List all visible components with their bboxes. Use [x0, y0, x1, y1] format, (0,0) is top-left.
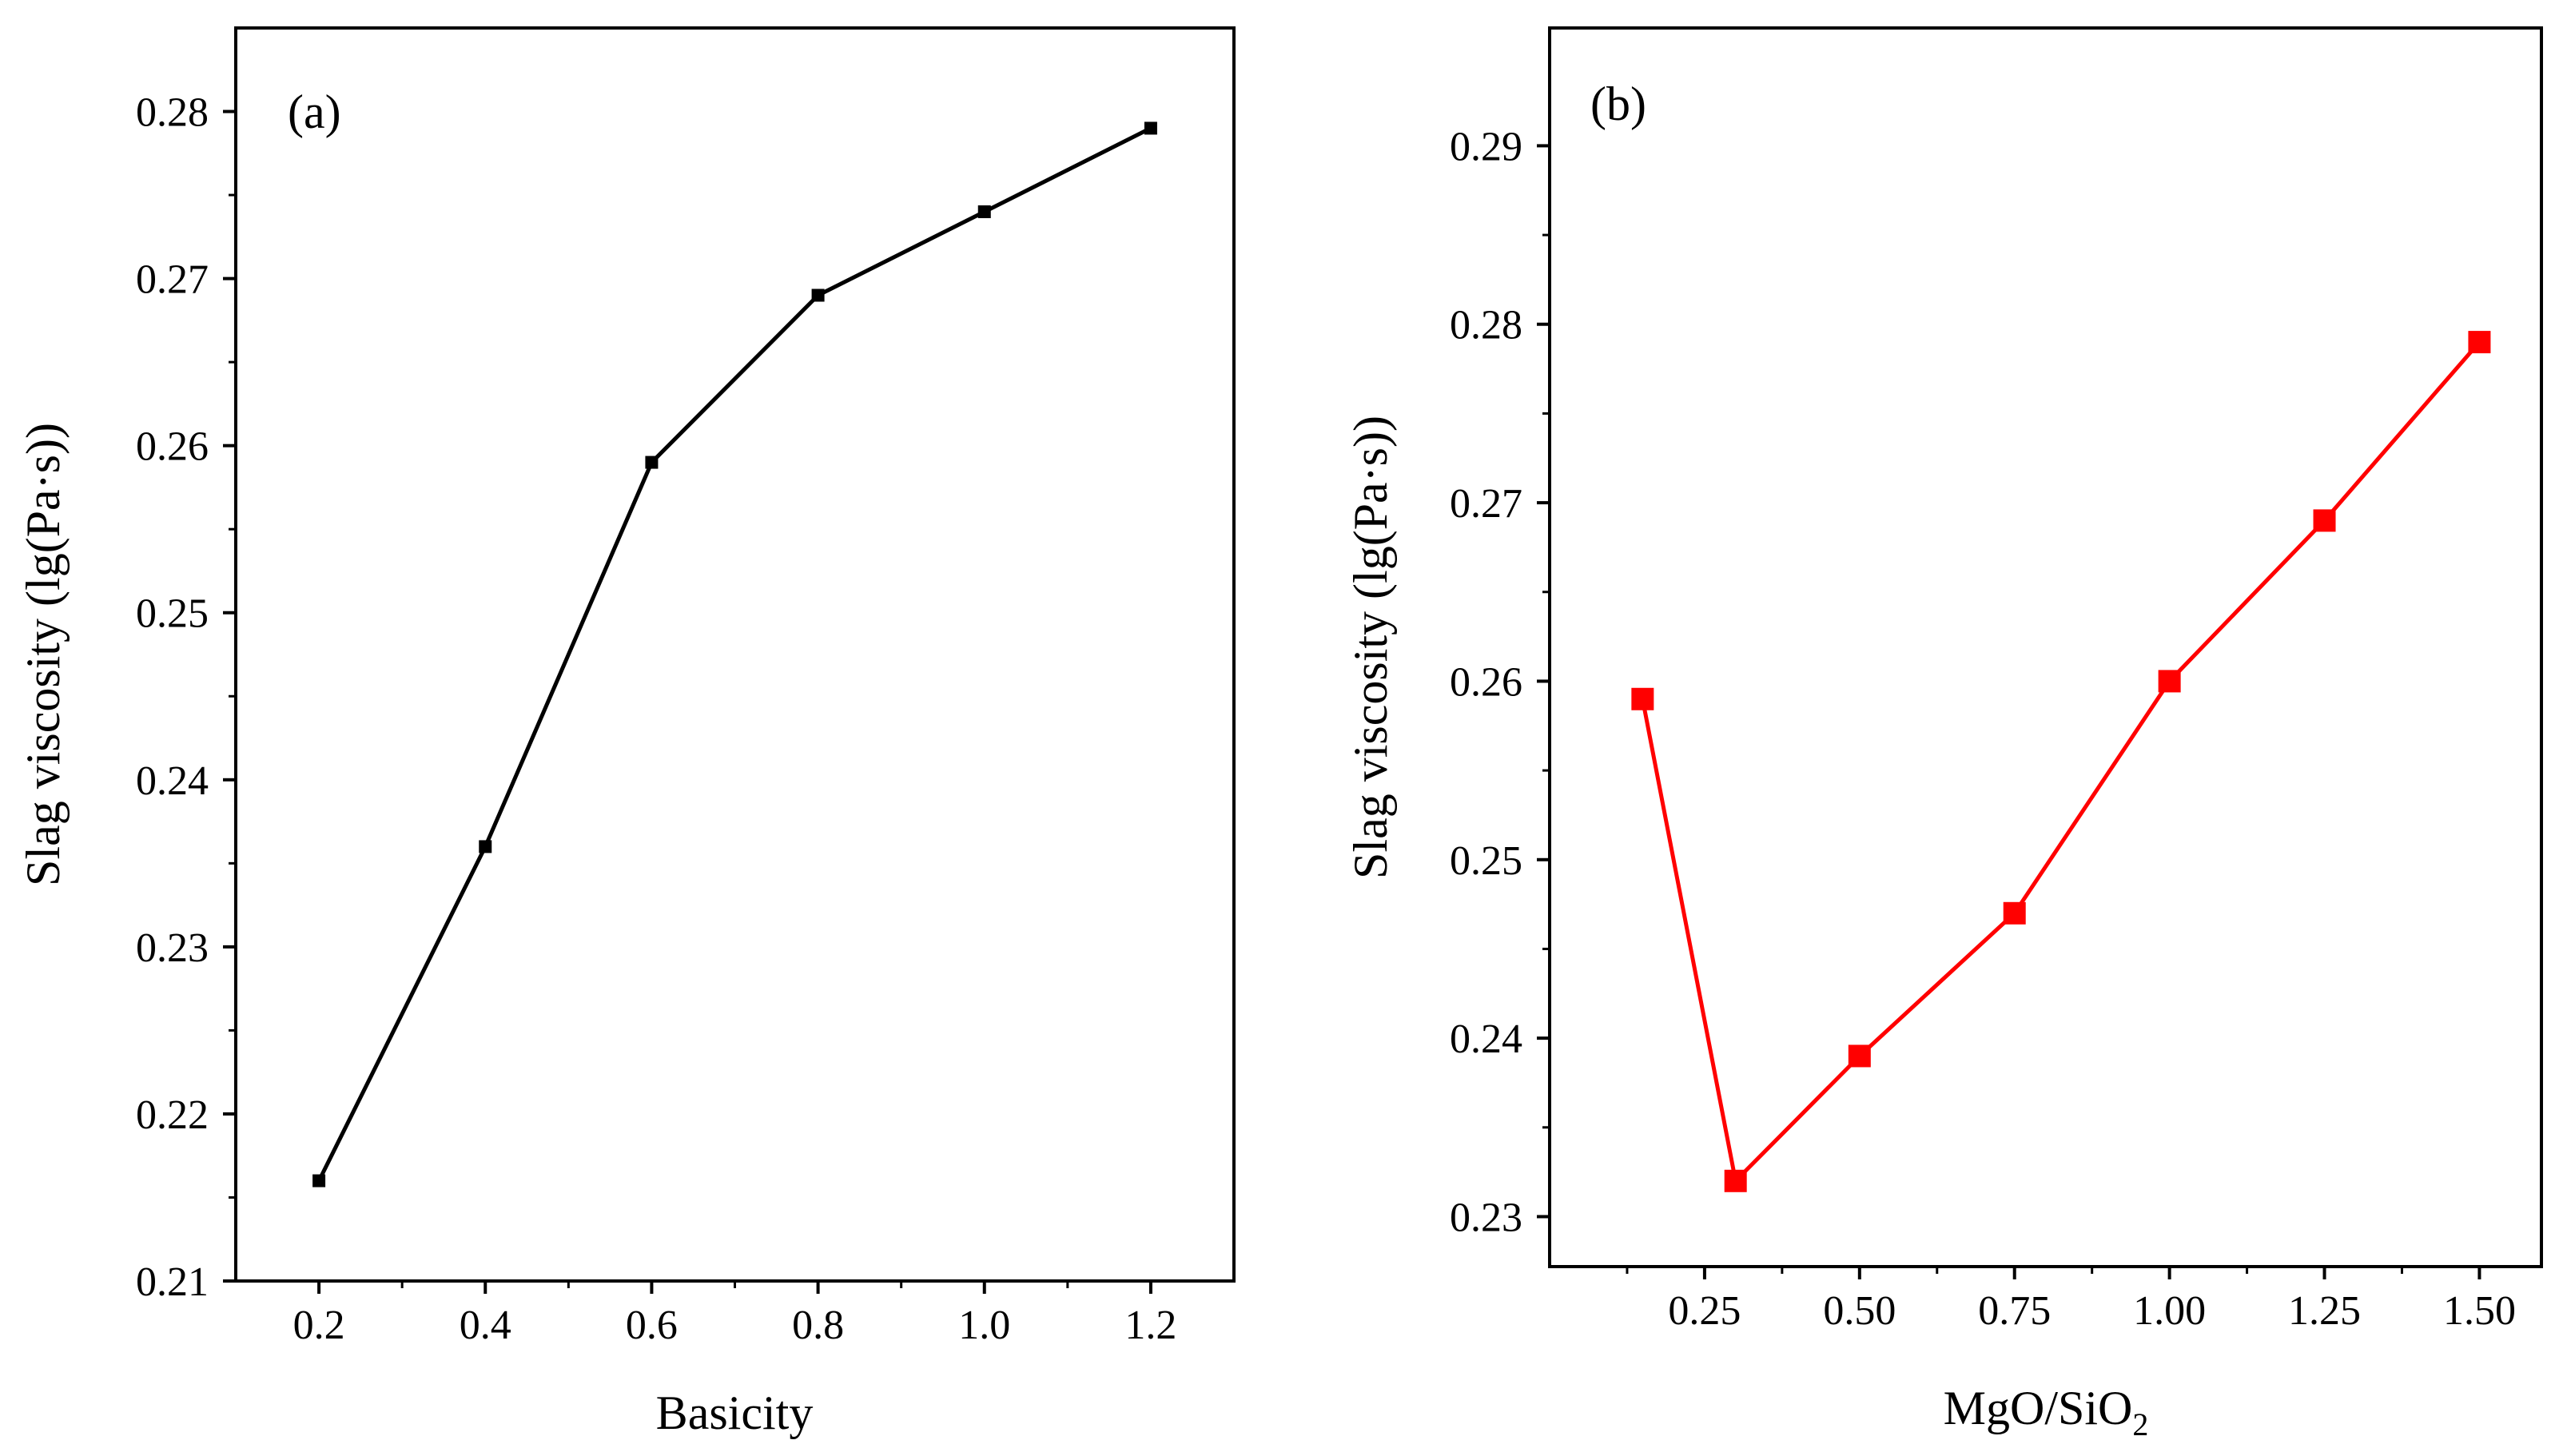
data-point-a — [645, 455, 659, 469]
chart-panel-b: 0.25 0.50 0.75 1.00 1.25 1.50 0.23 0.24 0.25 0.26… — [1344, 26, 2543, 1442]
x-tick-label-b: 1.25 — [2288, 1288, 2361, 1334]
data-point-a — [811, 288, 825, 302]
y-axis-title-b: Slag viscosity (lg(Pa·s)) — [1344, 416, 1397, 879]
y-tick-label-b: 0.23 — [1450, 1195, 1522, 1240]
y-tick-label-b: 0.29 — [1450, 124, 1522, 169]
axis-ticks-a: 0.2 0.4 0.6 0.8 1.0 1.2 0.21 0.22 0.23 0.24 0.25 0.… — [136, 90, 1176, 1348]
y-tick-label-b: 0.24 — [1450, 1016, 1522, 1062]
plot-frame-b — [1548, 26, 2543, 1268]
y-tick-label-a: 0.21 — [136, 1259, 209, 1305]
x-tick-label-a: 0.8 — [792, 1303, 844, 1348]
y-tick-label-a: 0.25 — [136, 591, 209, 637]
y-tick-label-a: 0.28 — [136, 90, 209, 136]
data-point-a — [479, 840, 492, 853]
axis-ticks-b: 0.25 0.50 0.75 1.00 1.25 1.50 0.23 0.24 0.25 0.26… — [1450, 124, 2516, 1334]
x-axis-title-b: MgO/SiO2 — [1944, 1382, 2149, 1442]
data-point-b — [2313, 509, 2336, 532]
x-tick-label-b: 1.50 — [2443, 1288, 2516, 1334]
x-tick-label-b: 1.00 — [2133, 1288, 2206, 1334]
data-point-a — [1144, 121, 1157, 135]
x-axis-title-b-main: MgO/SiO — [1944, 1382, 2133, 1434]
chart-panel-a: 0.2 0.4 0.6 0.8 1.0 1.2 0.21 0.22 0.23 0.24 0.25 0.… — [17, 26, 1236, 1439]
panel-label-b: (b) — [1590, 78, 1646, 130]
series-group-b — [1631, 331, 2491, 1192]
x-tick-label-a: 1.0 — [958, 1303, 1010, 1348]
series-line-b — [1640, 340, 2481, 1183]
x-tick-label-b: 0.50 — [1823, 1288, 1896, 1334]
y-tick-label-a: 0.23 — [136, 925, 209, 971]
y-tick-label-b: 0.26 — [1450, 659, 1522, 705]
y-tick-label-b: 0.27 — [1450, 481, 1522, 527]
x-tick-label-a: 1.2 — [1124, 1303, 1176, 1348]
data-point-b — [2003, 901, 2026, 925]
x-tick-label-b: 0.75 — [1978, 1288, 2051, 1334]
x-axis-title-b-subscript: 2 — [2132, 1406, 2148, 1442]
x-tick-label-a: 0.4 — [460, 1303, 511, 1348]
data-point-a — [312, 1174, 326, 1187]
y-tick-label-a: 0.27 — [136, 257, 209, 303]
y-tick-label-a: 0.26 — [136, 424, 209, 470]
x-tick-label-a: 0.2 — [293, 1303, 345, 1348]
plot-frame-a — [234, 26, 1236, 1283]
y-tick-label-a: 0.24 — [136, 758, 209, 804]
series-line-a — [316, 126, 1152, 1182]
data-point-b — [1724, 1169, 1747, 1192]
series-group-a — [312, 121, 1157, 1187]
x-axis-title-a: Basicity — [656, 1386, 814, 1439]
data-point-b — [1848, 1044, 1871, 1068]
data-point-b — [1631, 687, 1654, 710]
y-tick-label-b: 0.28 — [1450, 303, 1522, 348]
data-point-b — [2158, 670, 2181, 693]
panel-label-a: (a) — [288, 86, 341, 138]
data-point-a — [977, 205, 991, 218]
x-tick-label-a: 0.6 — [626, 1303, 678, 1348]
y-axis-title-a: Slag viscosity (lg(Pa·s)) — [17, 423, 70, 886]
y-tick-label-b: 0.25 — [1450, 838, 1522, 884]
x-tick-label-b: 0.25 — [1668, 1288, 1741, 1334]
y-tick-label-a: 0.22 — [136, 1092, 209, 1138]
data-point-b — [2468, 331, 2491, 354]
